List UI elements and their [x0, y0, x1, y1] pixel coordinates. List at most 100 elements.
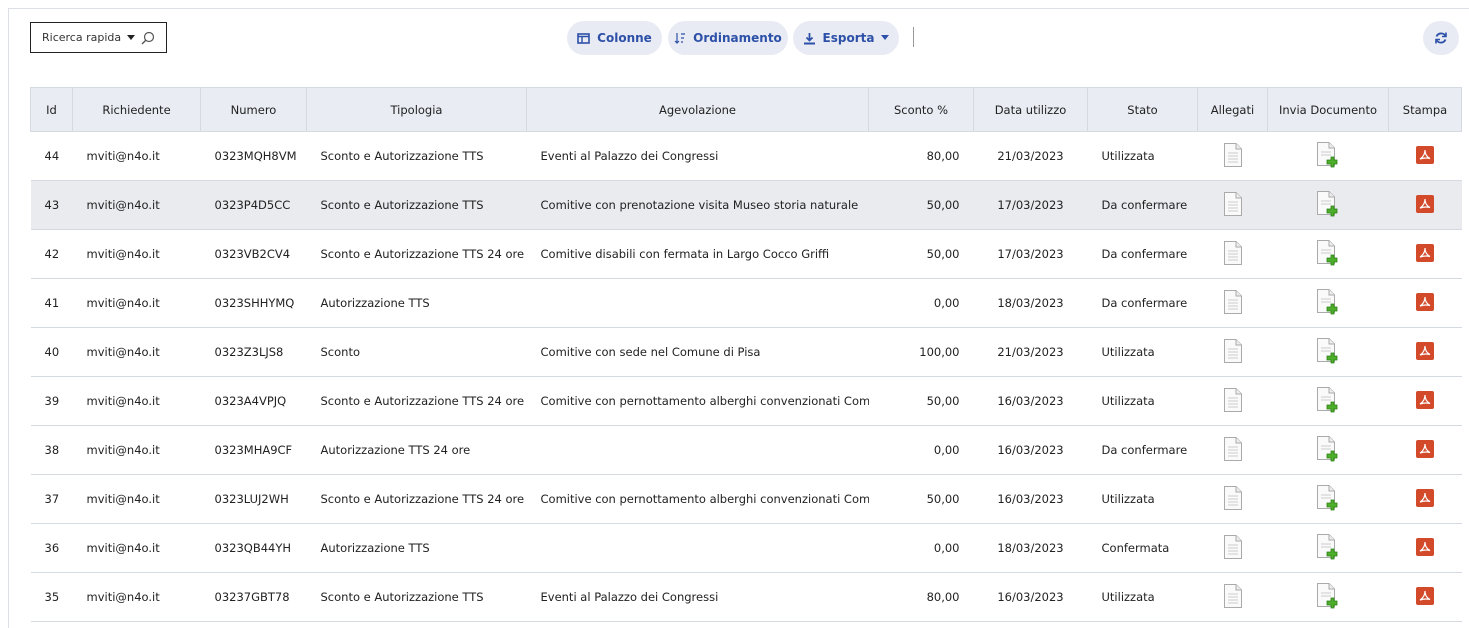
table-row[interactable]: 37 mviti@n4o.it 0323LUJ2WH Sconto e Autoriz…	[30, 474, 1462, 524]
cell: Sconto e Autorizzazione TTS 24 ore	[306, 474, 527, 524]
cell: Sconto e Autorizzazione TTS	[306, 572, 527, 622]
quick-search[interactable]: Ricerca rapida	[30, 22, 167, 53]
cell: Da confermare	[1087, 425, 1198, 475]
send-document-icon[interactable]	[1316, 484, 1340, 512]
send-document-icon[interactable]	[1316, 239, 1340, 267]
document-icon[interactable]	[1223, 534, 1243, 560]
cell: 0323P4D5CC	[200, 180, 307, 230]
icon-cell	[1267, 327, 1389, 377]
column-header[interactable]: Id	[30, 87, 73, 132]
document-icon[interactable]	[1223, 289, 1243, 315]
table-row[interactable]: 43 mviti@n4o.it 0323P4D5CC Sconto e Autoriz…	[30, 180, 1462, 230]
cell: 80,00	[868, 572, 974, 622]
document-icon[interactable]	[1223, 338, 1243, 364]
table-row[interactable]: 40 mviti@n4o.it 0323Z3LJS8 Sconto Comitive c…	[30, 327, 1462, 377]
document-icon[interactable]	[1223, 191, 1243, 217]
icon-cell	[1197, 229, 1268, 279]
send-document-icon[interactable]	[1316, 288, 1340, 316]
table-row[interactable]: 42 mviti@n4o.it 0323VB2CV4 Sconto e Autoriz…	[30, 229, 1462, 279]
pdf-icon[interactable]	[1416, 586, 1434, 605]
document-icon[interactable]	[1223, 485, 1243, 511]
send-document-icon[interactable]	[1316, 141, 1340, 169]
cell: Eventi al Palazzo dei Congressi	[526, 572, 869, 622]
column-header[interactable]: Allegati	[1197, 87, 1268, 132]
pdf-icon[interactable]	[1416, 292, 1434, 311]
button-label: Esporta	[822, 31, 875, 45]
icon-cell	[1267, 180, 1389, 230]
cell: Sconto e Autorizzazione TTS	[306, 180, 527, 230]
cell: 50,00	[868, 376, 974, 426]
pdf-icon[interactable]	[1416, 488, 1434, 507]
pdf-icon[interactable]	[1416, 145, 1434, 164]
icon-cell	[1197, 425, 1268, 475]
refresh-button[interactable]	[1423, 21, 1459, 55]
column-header[interactable]: Agevolazione	[526, 87, 869, 132]
cell: 40	[30, 327, 73, 377]
icon-cell	[1267, 131, 1389, 181]
document-icon[interactable]	[1223, 436, 1243, 462]
column-header[interactable]: Numero	[200, 87, 307, 132]
send-document-icon[interactable]	[1316, 582, 1340, 610]
cell: 0323Z3LJS8	[200, 327, 307, 377]
send-document-icon[interactable]	[1316, 435, 1340, 463]
icon-cell	[1267, 523, 1389, 573]
document-icon[interactable]	[1223, 387, 1243, 413]
cell: mviti@n4o.it	[72, 229, 201, 279]
table-row[interactable]: 41 mviti@n4o.it 0323SHHYMQ Autorizzazione T…	[30, 278, 1462, 328]
icon-cell	[1267, 572, 1389, 622]
icon-cell	[1388, 474, 1462, 524]
cell: Sconto e Autorizzazione TTS 24 ore	[306, 229, 527, 279]
search-icon	[141, 31, 155, 44]
send-document-icon[interactable]	[1316, 190, 1340, 218]
pdf-icon[interactable]	[1416, 537, 1434, 556]
icon-cell	[1388, 572, 1462, 622]
column-header[interactable]: Stampa	[1388, 87, 1462, 132]
cell: 0323LUJ2WH	[200, 474, 307, 524]
table-row[interactable]: 44 mviti@n4o.it 0323MQH8VM Sconto e Autoriz…	[30, 131, 1462, 181]
sort-button[interactable]: Ordinamento	[668, 21, 788, 55]
pdf-icon[interactable]	[1416, 341, 1434, 360]
document-icon[interactable]	[1223, 142, 1243, 168]
pdf-icon[interactable]	[1416, 194, 1434, 213]
cell: 42	[30, 229, 73, 279]
send-document-icon[interactable]	[1316, 533, 1340, 561]
column-header[interactable]: Data utilizzo	[973, 87, 1088, 132]
cell: Utilizzata	[1087, 131, 1198, 181]
icon-cell	[1388, 425, 1462, 475]
column-header[interactable]: Stato	[1087, 87, 1198, 132]
cell: 0323MQH8VM	[200, 131, 307, 181]
cell: Utilizzata	[1087, 376, 1198, 426]
document-icon[interactable]	[1223, 583, 1243, 609]
icon-cell	[1388, 278, 1462, 328]
icon-cell	[1388, 523, 1462, 573]
icon-cell	[1388, 229, 1462, 279]
table-row[interactable]: 36 mviti@n4o.it 0323QB44YH Autorizzazione T…	[30, 523, 1462, 573]
pdf-icon[interactable]	[1416, 439, 1434, 458]
table-row[interactable]: 38 mviti@n4o.it 0323MHA9CF Autorizzazione T…	[30, 425, 1462, 475]
cell	[526, 425, 869, 475]
column-header[interactable]: Invia Documento	[1267, 87, 1389, 132]
cell: Sconto	[306, 327, 527, 377]
send-document-icon[interactable]	[1316, 386, 1340, 414]
document-icon[interactable]	[1223, 240, 1243, 266]
cell: Comitive disabili con fermata in Largo C…	[526, 229, 869, 279]
columns-button[interactable]: Colonne	[567, 21, 662, 55]
column-header[interactable]: Tipologia	[306, 87, 527, 132]
icon-cell	[1197, 278, 1268, 328]
cell: 50,00	[868, 180, 974, 230]
cell: 16/03/2023	[973, 376, 1088, 426]
table-row[interactable]: 35 mviti@n4o.it 03237GBT78 Sconto e Autoriz…	[30, 572, 1462, 622]
column-header[interactable]: Sconto %	[868, 87, 974, 132]
cell: Utilizzata	[1087, 327, 1198, 377]
cell	[526, 278, 869, 328]
column-header[interactable]: Richiedente	[72, 87, 201, 132]
cell: Da confermare	[1087, 229, 1198, 279]
export-button[interactable]: Esporta	[793, 21, 899, 55]
cell: 0,00	[868, 425, 974, 475]
cell: 03237GBT78	[200, 572, 307, 622]
send-document-icon[interactable]	[1316, 337, 1340, 365]
pdf-icon[interactable]	[1416, 390, 1434, 409]
pdf-icon[interactable]	[1416, 243, 1434, 262]
table-row[interactable]: 39 mviti@n4o.it 0323A4VPJQ Sconto e Autoriz…	[30, 376, 1462, 426]
